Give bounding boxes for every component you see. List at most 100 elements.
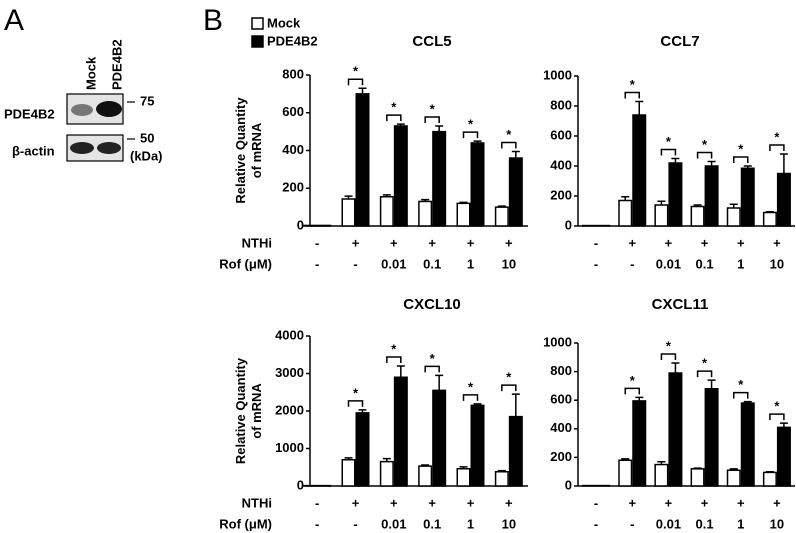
- y-tick-label: 0: [565, 217, 572, 232]
- significance-label: *: [666, 338, 672, 353]
- bar: [341, 198, 356, 227]
- bar: [726, 207, 741, 227]
- y-tick-label: 0: [565, 477, 572, 492]
- error-bar: [707, 160, 716, 166]
- error-bar: [671, 362, 680, 374]
- x-row-value: +: [505, 235, 513, 250]
- error-bar: [707, 379, 716, 389]
- x-row-value: -: [315, 256, 319, 271]
- bar: [456, 468, 471, 487]
- bar: [393, 376, 408, 487]
- x-row-label: NTHi: [242, 495, 272, 510]
- x-row-value: 10: [502, 516, 516, 531]
- significance-label: *: [391, 100, 397, 115]
- legend-swatch: [251, 35, 264, 48]
- bar: [432, 130, 447, 227]
- significance-bracket: [624, 91, 640, 99]
- significance-label: *: [774, 399, 780, 414]
- error-bar: [344, 195, 353, 200]
- y-tick-label: 600: [550, 127, 572, 142]
- significance-bracket: [386, 356, 402, 363]
- significance-label: *: [630, 77, 636, 92]
- x-row-value: 1: [737, 516, 744, 531]
- significance-bracket: [501, 141, 517, 149]
- blot-band: [97, 142, 121, 154]
- x-row-value: 1: [737, 256, 744, 271]
- blot-band: [71, 104, 93, 116]
- bar: [508, 157, 523, 227]
- error-bar: [657, 200, 666, 205]
- y-tick-label: 2000: [275, 402, 304, 417]
- x-row-value: +: [773, 235, 781, 250]
- significance-label: *: [468, 117, 474, 132]
- x-row-value: +: [737, 235, 745, 250]
- error-bar: [635, 396, 644, 401]
- significance-label: *: [430, 351, 436, 366]
- bar: [508, 415, 523, 487]
- error-bar: [421, 464, 430, 467]
- chart-title: CCL7: [660, 33, 699, 50]
- significance-bracket: [501, 384, 517, 392]
- significance-bracket: [347, 78, 364, 86]
- error-bar: [459, 201, 468, 204]
- x-row-value: +: [701, 235, 709, 250]
- bar: [690, 205, 705, 227]
- x-row-value: +: [701, 495, 709, 510]
- bar: [355, 93, 370, 227]
- y-tick-label: 0: [297, 477, 304, 492]
- error-bar: [743, 165, 752, 169]
- bar: [762, 211, 777, 227]
- bar: [726, 469, 741, 487]
- x-row-value: 0.01: [381, 516, 406, 531]
- error-bar: [396, 123, 405, 126]
- significance-label: *: [430, 101, 436, 116]
- bar: [303, 224, 318, 227]
- x-row-value: 0.1: [423, 256, 441, 271]
- significance-label: *: [391, 341, 397, 356]
- x-row-value: -: [315, 516, 319, 531]
- marker-label: 75: [140, 93, 154, 108]
- x-row-value: +: [428, 235, 436, 250]
- x-row-value: 0.01: [656, 516, 681, 531]
- x-row-value: +: [390, 495, 398, 510]
- significance-bracket: [696, 151, 713, 159]
- bar: [740, 402, 755, 487]
- y-tick-label: 800: [550, 97, 572, 112]
- x-row-value: +: [467, 495, 475, 510]
- blot-row-label: PDE4B2: [4, 106, 55, 121]
- x-row-value: 0.01: [381, 256, 406, 271]
- bar: [776, 426, 791, 487]
- significance-label: *: [630, 373, 636, 388]
- x-row-value: -: [630, 516, 634, 531]
- error-bar: [435, 125, 444, 132]
- error-bar: [358, 87, 367, 94]
- significance-label: *: [774, 129, 780, 144]
- significance-bracket: [733, 391, 749, 399]
- x-row-value: +: [773, 495, 781, 510]
- x-row-value: -: [594, 235, 598, 250]
- panel-label: B: [203, 4, 223, 37]
- significance-bracket: [696, 370, 713, 378]
- error-bar: [765, 211, 774, 213]
- chart-title: CXCL10: [403, 296, 461, 313]
- x-row-value: -: [594, 256, 598, 271]
- x-row-value: +: [428, 495, 436, 510]
- legend-swatch: [251, 17, 264, 30]
- y-tick-label: 600: [282, 104, 304, 119]
- x-row-value: -: [353, 516, 357, 531]
- panel-label: A: [4, 4, 24, 37]
- x-row-value: -: [315, 235, 319, 250]
- y-tick-label: 200: [282, 180, 304, 195]
- y-tick-label: 4000: [275, 327, 304, 342]
- error-bar: [459, 466, 468, 469]
- x-row-value: -: [315, 495, 319, 510]
- significance-label: *: [468, 379, 474, 394]
- blot-band: [70, 142, 94, 154]
- x-row-value: +: [665, 235, 673, 250]
- lane-label: Mock: [83, 56, 98, 90]
- x-row-value: +: [467, 235, 475, 250]
- significance-label: *: [702, 356, 708, 371]
- bar: [632, 114, 647, 227]
- significance-bracket: [462, 394, 479, 401]
